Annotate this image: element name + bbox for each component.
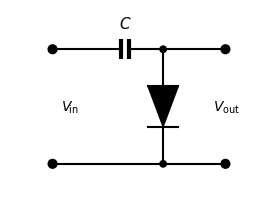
Text: $V_{\mathrm{out}}$: $V_{\mathrm{out}}$ xyxy=(214,99,240,115)
Circle shape xyxy=(221,46,229,54)
Circle shape xyxy=(160,161,166,167)
Circle shape xyxy=(160,47,166,53)
Polygon shape xyxy=(148,87,178,127)
Text: $V_{\!\mathrm{in}}$: $V_{\!\mathrm{in}}$ xyxy=(61,99,79,115)
Text: $C$: $C$ xyxy=(119,16,131,32)
Circle shape xyxy=(49,160,57,168)
Circle shape xyxy=(221,160,229,168)
Circle shape xyxy=(49,46,57,54)
